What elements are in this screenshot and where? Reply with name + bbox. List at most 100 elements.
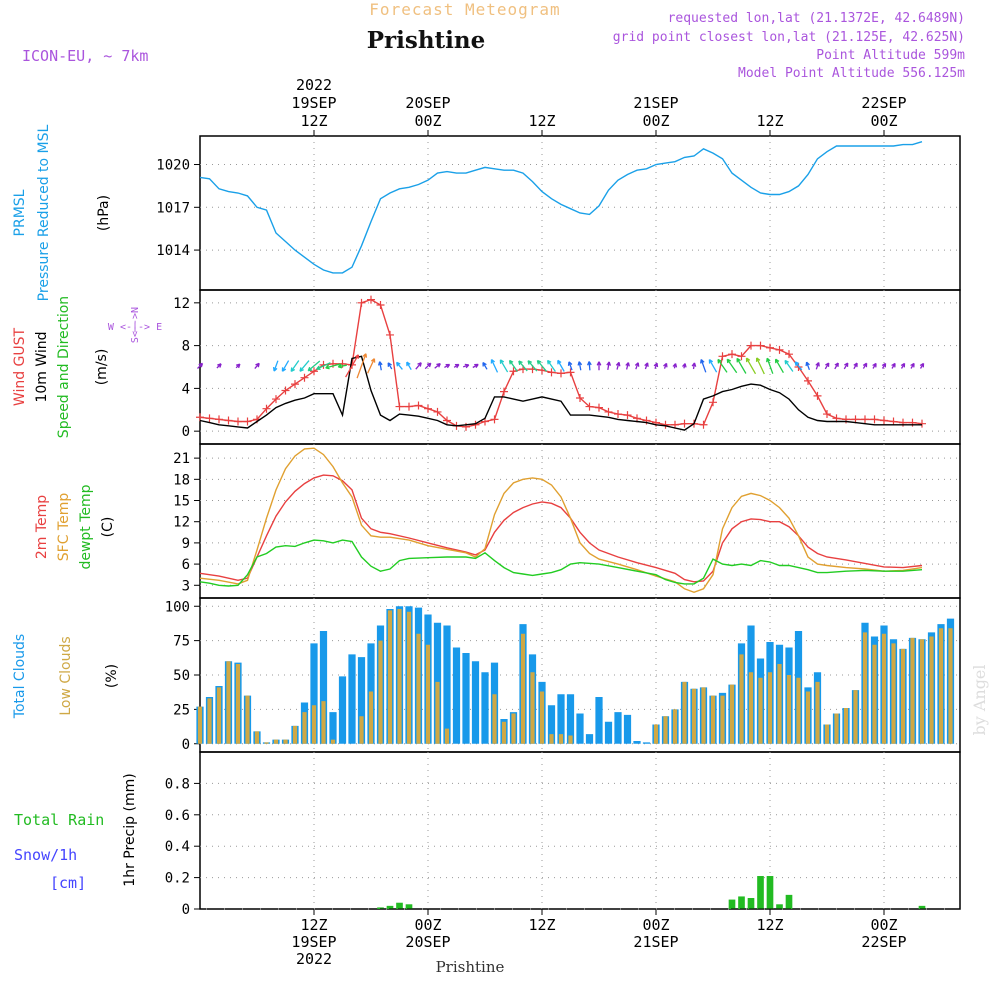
temp-sfc-label: SFC Temp <box>56 493 72 562</box>
wind-direction-arrow <box>919 362 925 369</box>
rain-bar <box>747 898 755 909</box>
wind-direction-arrow <box>736 357 747 374</box>
bottom-axis-label: 22SEP <box>861 933 906 951</box>
low-clouds-bar <box>948 628 953 744</box>
low-clouds-bar <box>824 724 830 744</box>
pressure-panel: 1014 1017 1020 <box>156 136 960 290</box>
wind-gust-point <box>291 380 299 389</box>
wind-direction-arrow <box>615 361 621 370</box>
wind-gust-point <box>794 363 803 371</box>
wind-direction-arrow <box>527 360 538 372</box>
low-clouds-bar <box>891 643 896 744</box>
wind-direction-arrow <box>444 363 451 369</box>
wind-gust-point <box>471 420 480 429</box>
temperature-ytick-label: 12 <box>173 515 190 531</box>
wind-direction-arrow <box>325 363 341 370</box>
low-clouds-bar <box>207 698 212 744</box>
wind-direction-arrow <box>682 363 687 369</box>
wind-direction-arrow <box>900 362 906 369</box>
low-clouds-bar <box>663 716 668 744</box>
wind-gust-point <box>281 386 290 395</box>
clouds-ytick-label: 50 <box>173 668 190 684</box>
rain-bar <box>785 894 793 909</box>
rain-bar <box>728 899 736 909</box>
model-label: ICON-EU, ~ 7km <box>22 47 148 65</box>
wind-direction-arrow <box>272 360 279 372</box>
wind-direction-arrow <box>691 362 697 370</box>
total-clouds-bar <box>547 705 556 744</box>
wind-gust-point <box>880 416 888 425</box>
temperature-series-2 <box>199 539 923 587</box>
precip-panel: 0 0.2 0.4 0.6 0.8 <box>165 752 960 918</box>
wind-gust-point <box>300 373 309 382</box>
low-clouds-bar <box>254 731 260 744</box>
low-clouds-bar <box>397 609 402 744</box>
wind-direction-arrow <box>824 362 830 370</box>
total-clouds-bar <box>348 654 356 744</box>
wind-direction-arrow <box>843 362 849 370</box>
precip-axis-label: 1hr Precip (mm) <box>122 773 138 886</box>
wind-direction-arrow <box>891 362 896 369</box>
wind-gust-point <box>538 366 546 375</box>
pressure-ytick-label: 1020 <box>156 158 190 174</box>
wind-direction-arrow <box>235 363 241 369</box>
low-clouds-bar <box>919 639 925 744</box>
wind-gust-point <box>224 416 233 425</box>
top-axis-label: 00Z <box>642 112 669 130</box>
wind-direction-arrow <box>726 358 738 374</box>
wind-gust-point <box>861 415 869 424</box>
low-clouds-bar <box>292 725 298 744</box>
low-clouds-bar <box>416 633 421 744</box>
low-clouds-bar <box>511 713 516 744</box>
wind-gust-point <box>386 330 394 339</box>
pressure-label-2: Pressure Reduced to MSL <box>36 124 52 301</box>
wind-direction-arrow <box>653 362 659 369</box>
pressure-ytick-label: 1014 <box>156 243 190 259</box>
rain-bar <box>396 902 403 909</box>
total-clouds-bar <box>319 631 328 744</box>
wind-direction-arrow <box>717 358 728 373</box>
wind-direction-arrow <box>853 362 858 370</box>
wind-direction-arrow <box>406 361 412 371</box>
wind-gust-point <box>500 387 508 396</box>
wind-direction-arrow <box>862 362 868 369</box>
total-clouds-bar <box>471 661 480 744</box>
low-clouds-bar <box>672 709 678 744</box>
temperature-ytick-label: 6 <box>182 557 190 573</box>
low-clouds-bar <box>549 734 554 744</box>
low-clouds-bar <box>264 742 269 744</box>
total-clouds-bar <box>443 625 451 744</box>
low-clouds-bar <box>568 735 573 744</box>
wind-direction-arrow <box>307 360 321 372</box>
wind-direction-arrow <box>557 359 565 372</box>
wind-direction-arrow <box>281 360 290 372</box>
wind-gust-point <box>718 352 727 361</box>
clouds-ytick-label: 0 <box>182 737 190 753</box>
pressure-ytick-label: 1017 <box>156 200 190 216</box>
total-clouds-bar <box>481 672 489 744</box>
wind-gust-point <box>196 413 204 422</box>
wind-direction-arrow <box>216 363 222 369</box>
low-clouds-bar <box>843 708 849 744</box>
bottom-axis-label: 12Z <box>300 916 327 934</box>
top-axis-label: 22SEP <box>861 94 906 112</box>
wind-gust-point <box>614 410 622 419</box>
total-clouds-bar <box>576 713 584 744</box>
bottom-axis-label: 20SEP <box>405 933 450 951</box>
wind-ytick-label: 4 <box>182 381 190 397</box>
low-clouds-bar <box>406 611 412 744</box>
low-clouds-bar <box>378 640 383 744</box>
pressure-series-0 <box>199 141 923 274</box>
wind-direction-arrow <box>337 363 347 369</box>
wind-gust-point <box>680 419 689 428</box>
wind-direction-arrow <box>490 358 499 373</box>
precip-ytick-label: 0.2 <box>165 871 190 887</box>
total-clouds-bar <box>557 694 565 744</box>
bottom-axis-label: 12Z <box>756 916 783 934</box>
precip-ytick-label: 0.4 <box>165 839 190 855</box>
low-clouds-bar <box>197 706 203 744</box>
wind-direction-arrow <box>755 357 765 375</box>
